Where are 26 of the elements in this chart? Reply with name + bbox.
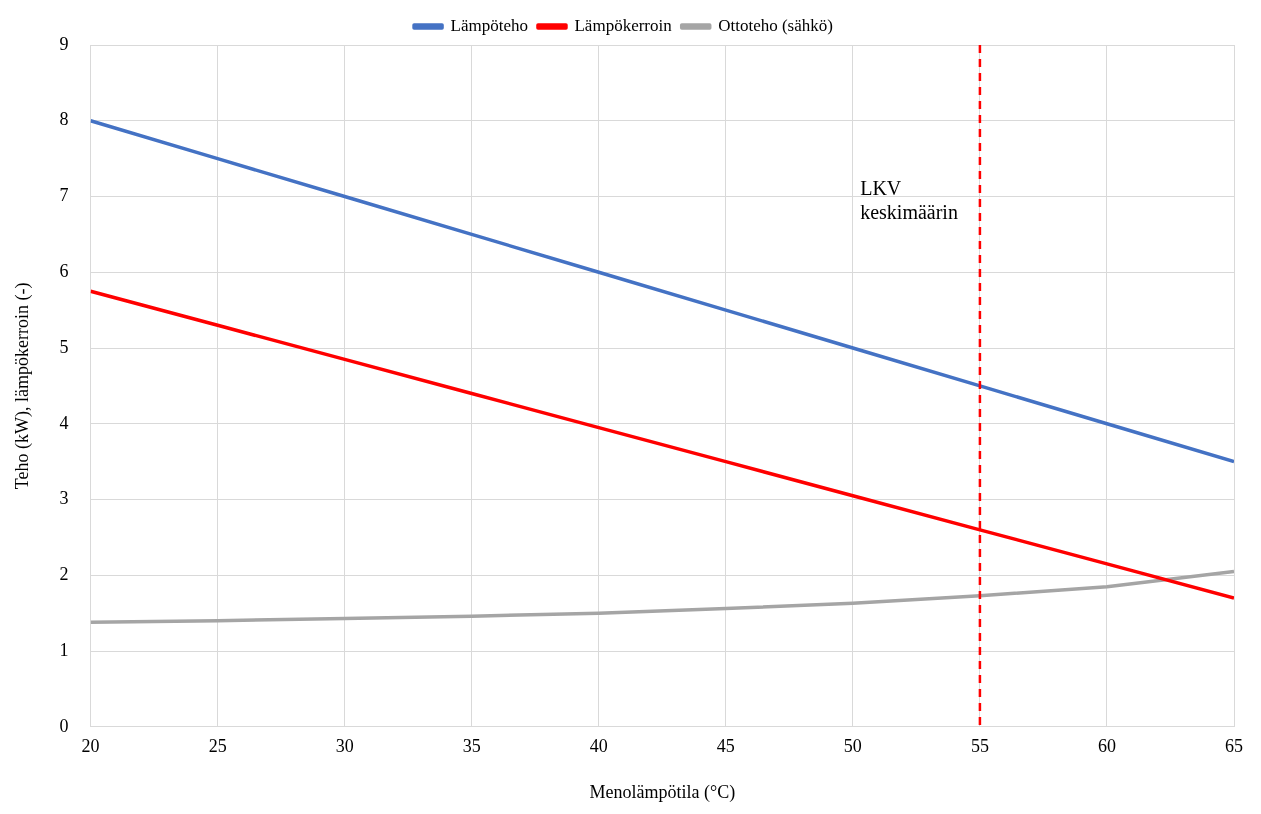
y-axis-title: Teho (kW), lämpökerroin (-) <box>11 282 33 490</box>
x-tick-label: 30 <box>335 736 354 757</box>
x-tick-label: 65 <box>1225 736 1243 757</box>
y-tick-label: 7 <box>59 185 69 206</box>
y-tick-label: 3 <box>59 488 69 509</box>
x-tick-label: 20 <box>81 736 100 757</box>
y-tick-label: 8 <box>59 109 69 130</box>
legend-label: Lämpökerroin <box>574 15 673 35</box>
x-tick-label: 35 <box>462 736 481 757</box>
x-tick-label: 40 <box>589 736 608 757</box>
x-tick-label: 25 <box>208 736 227 757</box>
ref-line-label: LKV keskimäärin <box>860 177 958 224</box>
x-tick-label: 45 <box>716 736 735 757</box>
x-axis-title: Menolämpötila (°C) <box>589 781 736 803</box>
legend-label: Lämpöteho <box>450 15 528 35</box>
y-tick-label: 0 <box>59 715 69 736</box>
y-tick-label: 1 <box>59 639 69 660</box>
y-tick-label: 9 <box>59 33 69 54</box>
y-tick-label: 6 <box>59 261 69 281</box>
x-tick-label: 60 <box>1097 736 1116 757</box>
x-tick-label: 55 <box>970 736 989 757</box>
y-tick-label: 2 <box>59 564 69 585</box>
y-tick-label: 5 <box>59 336 69 357</box>
x-tick-label: 50 <box>843 736 862 757</box>
legend-label: Ottoteho (sähkö) <box>718 15 833 35</box>
y-tick-label: 4 <box>59 412 69 433</box>
